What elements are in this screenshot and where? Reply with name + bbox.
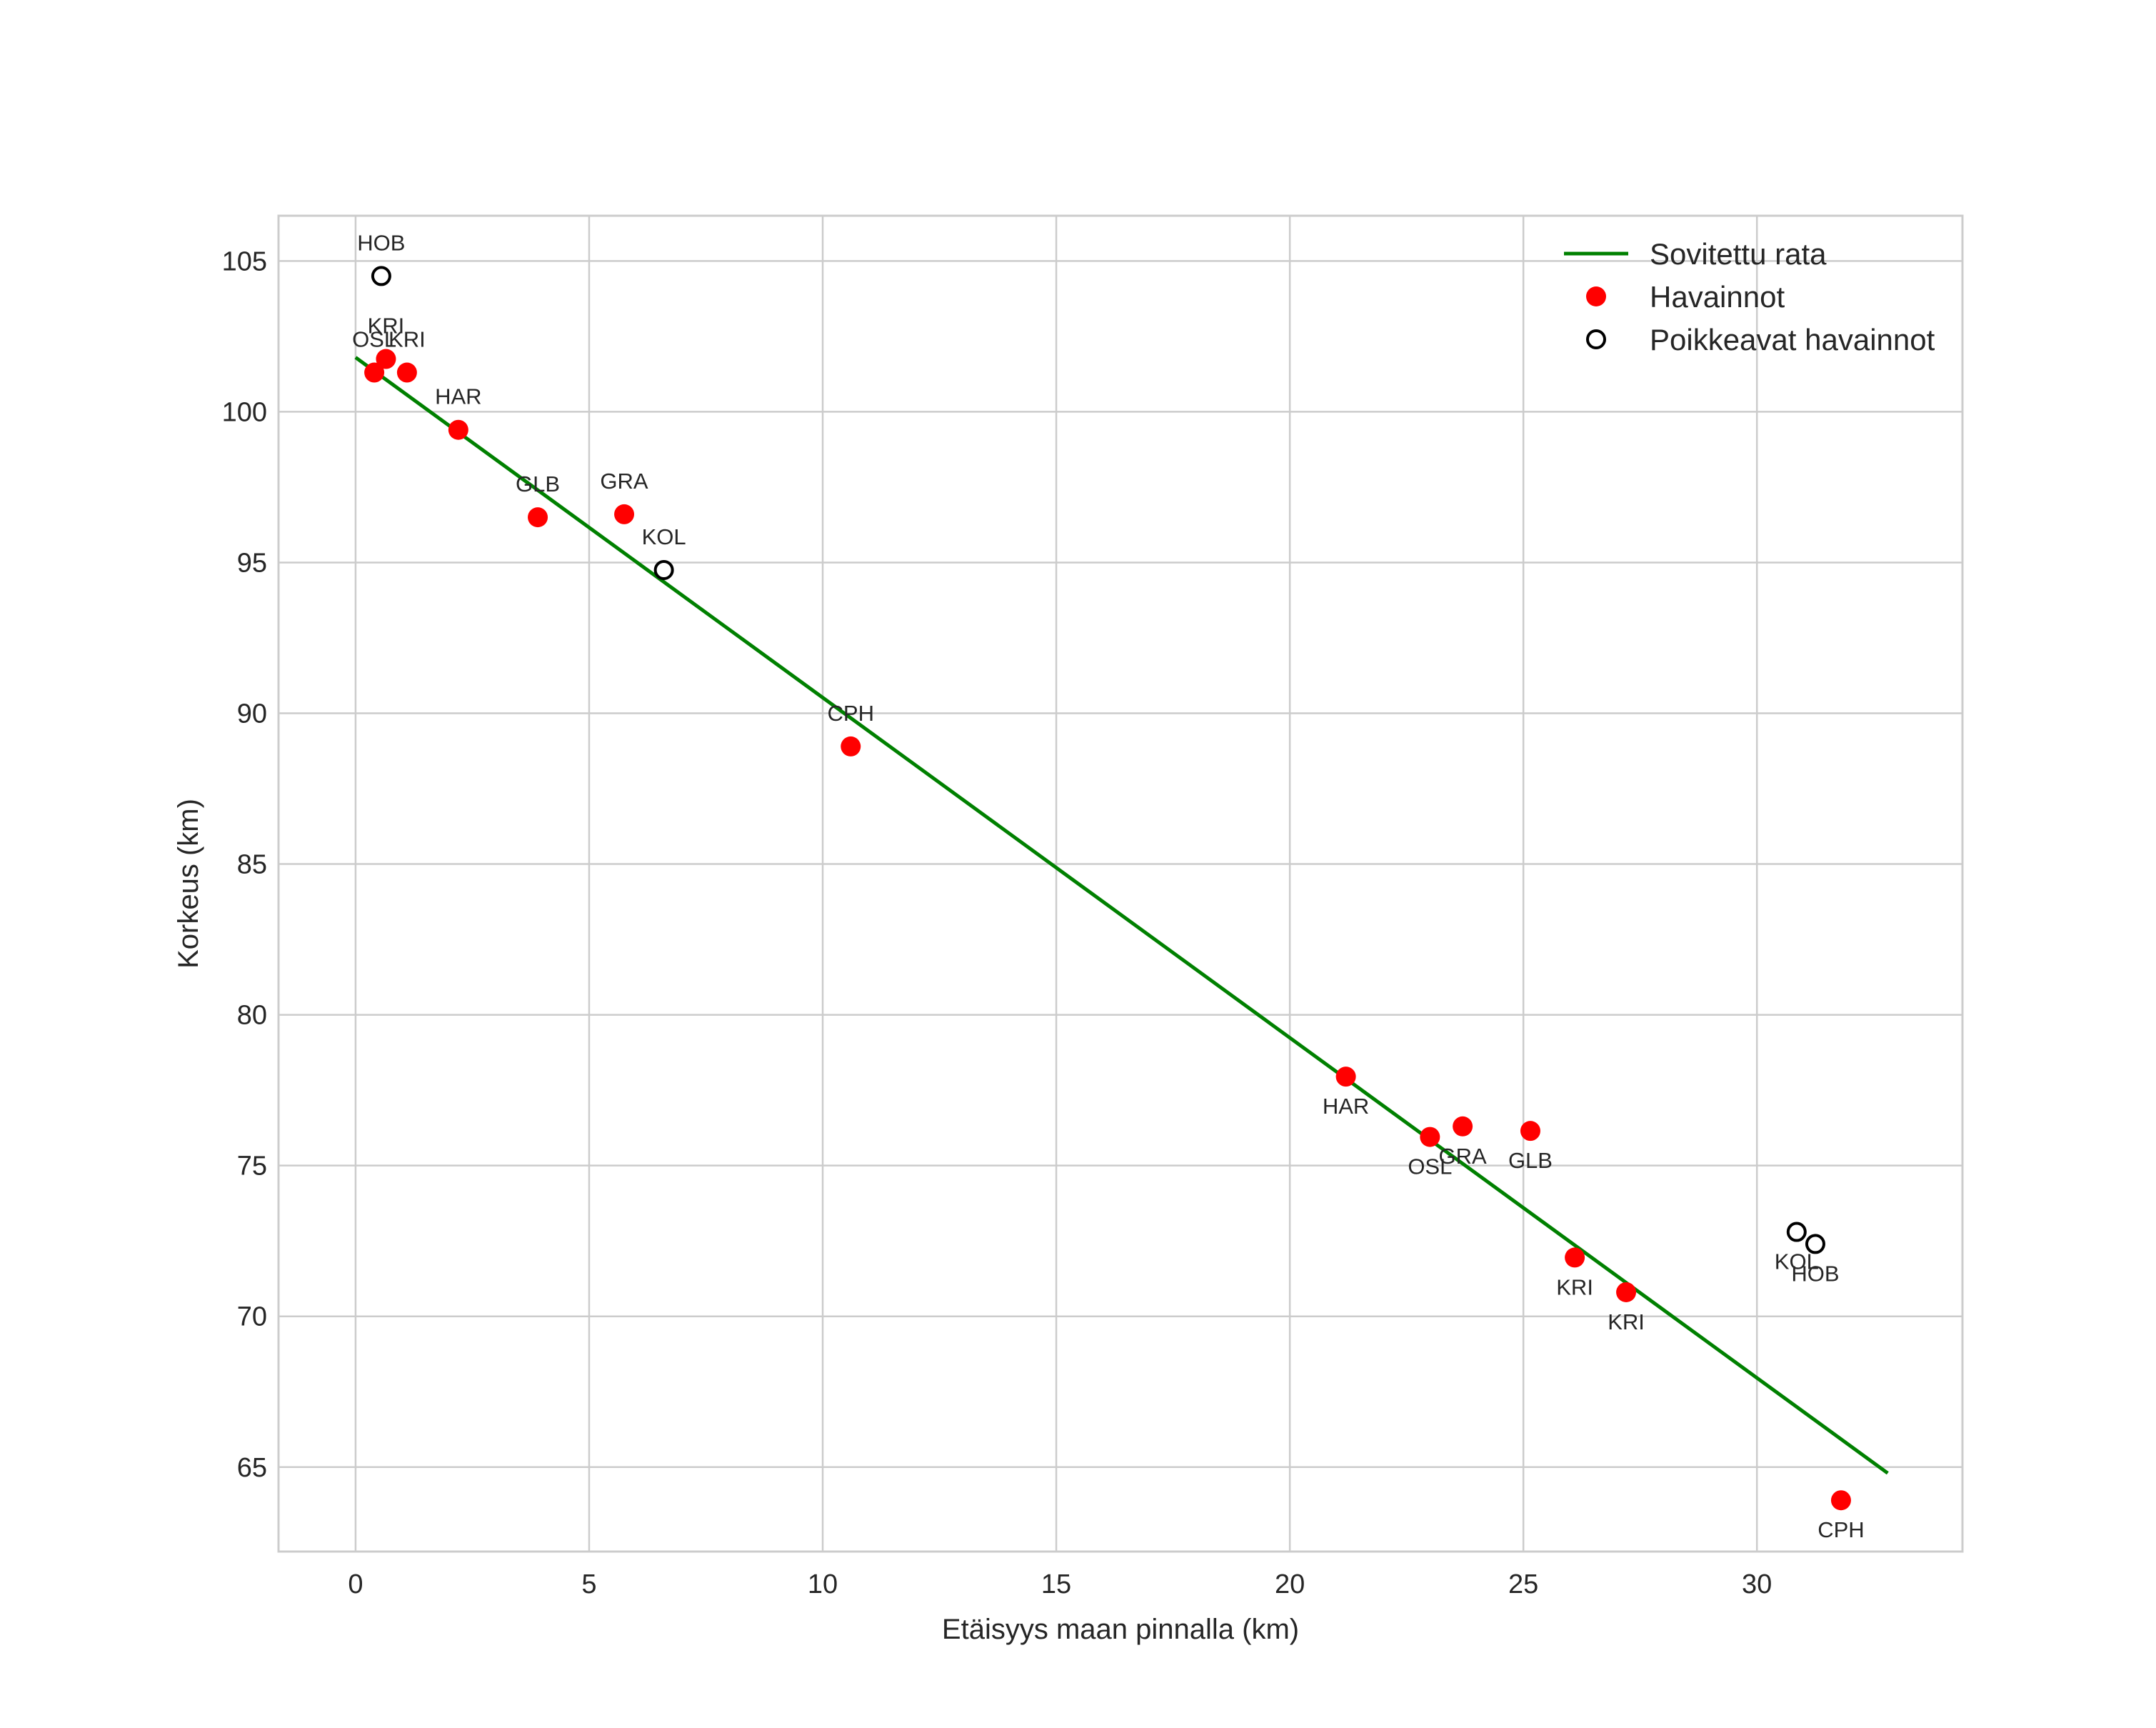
- observation-point: [396, 362, 417, 383]
- legend-fit-label: Sovitettu rata: [1650, 237, 1827, 271]
- point-label: HOB: [357, 230, 405, 255]
- observation-point: [1830, 1490, 1851, 1511]
- x-tick-label: 10: [808, 1569, 838, 1599]
- x-tick-label: 20: [1275, 1569, 1305, 1599]
- y-axis-label: Korkeus (km): [173, 799, 204, 969]
- legend-outlier-label: Poikkeavat havainnot: [1650, 323, 1935, 356]
- point-label: KRI: [1608, 1309, 1645, 1334]
- legend-observation-swatch: [1586, 286, 1606, 306]
- x-tick-label: 30: [1742, 1569, 1772, 1599]
- legend: Sovitettu rata Havainnot Poikkeavat hava…: [1564, 237, 1935, 356]
- observation-point: [841, 736, 861, 756]
- observation-point: [528, 507, 548, 528]
- point-label: KOL: [1775, 1249, 1819, 1274]
- observation-point: [614, 504, 635, 524]
- point-label: KRI: [368, 314, 405, 339]
- point-label: OSL: [1408, 1154, 1452, 1179]
- point-label: KRI: [1556, 1274, 1593, 1299]
- x-tick-label: 0: [348, 1569, 363, 1599]
- y-tick-label: 65: [237, 1453, 267, 1483]
- y-tick-label: 90: [237, 699, 267, 729]
- observation-point: [376, 349, 396, 369]
- observation-point: [1565, 1247, 1585, 1268]
- point-label: GLB: [516, 471, 560, 496]
- point-label: GRA: [1439, 1144, 1488, 1169]
- observation-point: [1616, 1282, 1637, 1302]
- observation-point: [1520, 1121, 1540, 1142]
- point-label: HAR: [1323, 1094, 1369, 1119]
- point-label: GLB: [1508, 1148, 1553, 1173]
- y-tick-label: 95: [237, 548, 267, 578]
- observation-point: [364, 362, 385, 383]
- observation-point: [1335, 1067, 1356, 1087]
- x-tick-label: 5: [581, 1569, 596, 1599]
- plot-frame: [277, 214, 1964, 1553]
- y-tick-label: 75: [237, 1152, 267, 1182]
- point-label: CPH: [828, 701, 874, 726]
- points-layer: [364, 266, 1851, 1511]
- y-tick-label: 105: [222, 246, 267, 276]
- observation-point: [1420, 1127, 1440, 1147]
- outlier-point: [1786, 1222, 1807, 1242]
- point-label: KOL: [642, 524, 686, 549]
- legend-outlier-swatch: [1586, 329, 1606, 349]
- point-label: OSL: [352, 327, 396, 352]
- point-label: HOB: [1791, 1261, 1839, 1286]
- grid-lines: [279, 216, 1962, 1552]
- x-axis-label: Etäisyys maan pinnalla (km): [942, 1614, 1299, 1645]
- x-tick-label: 25: [1508, 1569, 1538, 1599]
- outlier-point: [371, 266, 391, 286]
- y-tick-label: 85: [237, 850, 267, 880]
- observation-point: [1453, 1116, 1473, 1137]
- y-tick-label: 70: [237, 1302, 267, 1332]
- y-axis-ticks: 65 70 75 80 85 90 95 100 105: [222, 246, 267, 1482]
- outlier-point: [653, 559, 674, 580]
- outlier-point: [1805, 1234, 1825, 1254]
- y-tick-label: 100: [222, 397, 267, 427]
- observation-point: [448, 419, 468, 440]
- x-tick-label: 15: [1041, 1569, 1071, 1599]
- x-axis-ticks: 0 5 10 15 20 25 30: [348, 1569, 1772, 1599]
- legend-observation-label: Havainnot: [1650, 280, 1785, 314]
- point-label: GRA: [600, 469, 648, 494]
- point-label: KRI: [388, 327, 426, 352]
- y-tick-label: 80: [237, 1001, 267, 1031]
- point-label: HAR: [435, 384, 481, 409]
- point-label: CPH: [1817, 1517, 1864, 1542]
